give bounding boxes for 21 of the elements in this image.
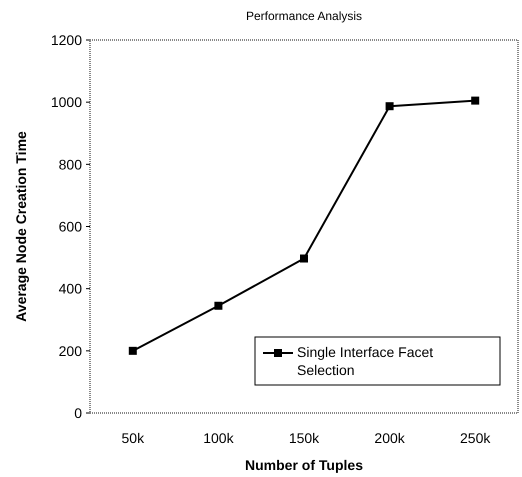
point — [471, 96, 480, 105]
y-tick-label: 400 — [58, 280, 82, 297]
y-axis-title: Average Node Creation Time — [13, 130, 29, 322]
chart-title: Performance Analysis — [246, 9, 362, 23]
x-tick-label: 150k — [288, 430, 320, 446]
y-tick-label: 0 — [74, 405, 82, 421]
y-tick-label: 600 — [58, 218, 82, 234]
y-tick-label: 200 — [58, 342, 82, 359]
point — [300, 254, 308, 263]
x-tick-label: 200k — [374, 430, 406, 446]
x-axis-title: Number of Tuples — [245, 457, 364, 473]
x-tick-label: 50k — [122, 430, 146, 446]
legend-label: Single Interface Facet Selection — [297, 343, 434, 379]
y-tick-label: 1200 — [50, 32, 82, 48]
y-tick-label: 1000 — [50, 94, 82, 110]
point — [128, 346, 137, 355]
point — [386, 102, 394, 110]
y-tick-label: 800 — [58, 156, 82, 172]
x-tick-label: 250k — [460, 430, 492, 446]
point — [214, 302, 222, 310]
x-tick-label: 100k — [203, 430, 235, 446]
